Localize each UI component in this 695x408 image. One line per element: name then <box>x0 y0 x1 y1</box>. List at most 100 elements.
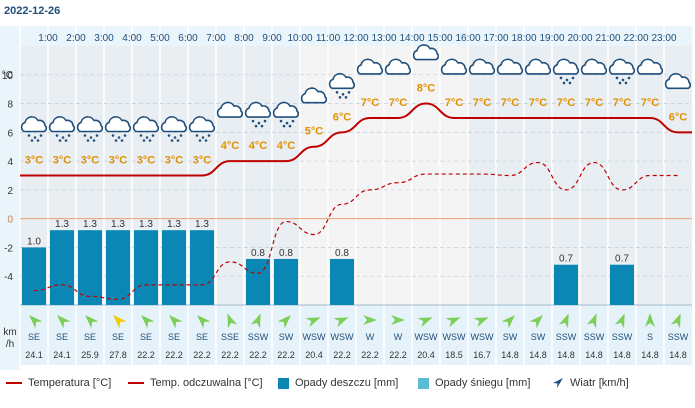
y-tick-label-zero: 0 <box>7 215 13 226</box>
rain-bar <box>106 230 130 305</box>
wind-arrow-icon <box>473 317 489 328</box>
snowflake-dot <box>195 134 199 137</box>
wind-column <box>496 305 524 365</box>
snowflake-dot <box>257 121 261 125</box>
cloud-snow-icon <box>188 116 216 142</box>
snowflake-dot <box>254 124 258 128</box>
wind-direction: SSW <box>248 332 269 342</box>
snowflake-dot <box>64 139 68 142</box>
wind-speed: 22.2 <box>333 350 351 360</box>
wind-direction: SSW <box>612 332 633 342</box>
wind-arrow-icon <box>333 317 349 328</box>
hour-label: 11:00 <box>316 33 341 44</box>
wind-speed: 22.2 <box>165 350 183 360</box>
hour-column <box>300 46 328 305</box>
temperature-label: 3°C <box>165 155 184 167</box>
cloud-snow-icon <box>244 101 272 128</box>
hour-column <box>356 46 384 305</box>
cloud-shape <box>300 87 328 104</box>
wind-speed: 14.8 <box>641 350 659 360</box>
snowflake-dot <box>198 139 202 142</box>
wind-unit-km: km <box>3 327 16 338</box>
rain-bar-label: 0.7 <box>559 254 573 265</box>
cloud-shape <box>552 58 580 75</box>
rain-bar <box>50 230 74 305</box>
wind-column <box>552 305 580 365</box>
wind-arrow-shape <box>363 315 377 325</box>
snowflake-dot <box>285 121 289 125</box>
wind-direction: SE <box>56 332 68 342</box>
wind-arrow-icon <box>250 313 261 329</box>
snowflake-dot <box>627 76 631 80</box>
wind-speed: 24.1 <box>25 350 43 360</box>
rain-bar <box>610 264 634 305</box>
wind-arrow-shape <box>169 315 183 329</box>
wind-arrow-shape <box>645 313 655 327</box>
snowflake-dot <box>55 134 59 137</box>
snowflake-dot <box>562 81 566 85</box>
rain-bar-label: 1.3 <box>83 219 97 230</box>
hour-label: 7:00 <box>206 33 226 44</box>
temperature-label: 7°C <box>473 97 492 109</box>
temperature-label: 8°C <box>417 83 436 95</box>
temperature-label: 3°C <box>193 155 212 167</box>
cloud-shape <box>76 116 104 133</box>
hour-label: 1:00 <box>38 33 58 44</box>
legend-wind: Wiatr [km/h] <box>552 377 629 389</box>
wind-column <box>76 305 104 365</box>
cloud-icon <box>356 58 384 75</box>
temperature-label: 3°C <box>109 155 128 167</box>
cloud-shape <box>580 58 608 75</box>
snowflake-dot <box>139 134 143 137</box>
y-tick-label: 2 <box>7 186 13 197</box>
cloud-icon <box>496 58 524 75</box>
wind-column <box>328 305 356 365</box>
wind-speed: 14.8 <box>501 350 519 360</box>
snowflake-dot <box>207 134 211 137</box>
snowflake-dot <box>86 139 90 142</box>
wind-direction: SE <box>28 332 40 342</box>
wind-arrow-shape <box>113 315 127 329</box>
wind-column <box>664 305 692 365</box>
wind-arrow-shape <box>586 313 597 329</box>
wind-direction: SE <box>84 332 96 342</box>
wind-arrow-icon <box>169 315 183 329</box>
temperature-label: 7°C <box>445 97 464 109</box>
wind-direction: SE <box>140 332 152 342</box>
wind-arrow-shape <box>558 313 569 329</box>
y-tick-label: 6 <box>7 128 13 139</box>
cloud-icon <box>468 58 496 75</box>
temperature-label: 7°C <box>389 97 408 109</box>
rain-bar <box>330 258 354 305</box>
cloud-shape <box>188 116 216 133</box>
cloud-icon <box>412 44 440 61</box>
legend-temperature-label: Temperatura [°C] <box>28 377 112 389</box>
snowflake-dot <box>559 76 563 80</box>
snowflake-dot <box>145 136 149 139</box>
hour-label: 8:00 <box>234 33 254 44</box>
wind-direction: SE <box>112 332 124 342</box>
wind-arrow-shape <box>277 315 291 329</box>
snowflake-dot <box>39 134 43 137</box>
wind-arrow-icon <box>277 315 291 329</box>
hour-label: 21:00 <box>595 33 620 44</box>
wind-speed: 22.2 <box>193 350 211 360</box>
wind-unit-h: /h <box>6 339 14 350</box>
hour-label: 17:00 <box>483 33 508 44</box>
wind-column <box>132 305 160 365</box>
temperature-label: 7°C <box>613 97 632 109</box>
cloud-snow-icon <box>48 116 76 142</box>
snowflake-dot <box>36 139 40 142</box>
wind-arrow-shape <box>250 313 261 329</box>
wind-arrow-shape <box>29 315 43 329</box>
hour-label: 19:00 <box>539 33 564 44</box>
hour-label: 15:00 <box>427 33 452 44</box>
wind-arrow-shape <box>197 315 211 329</box>
rain-bar-label: 0.8 <box>279 248 293 259</box>
temperature-label: 3°C <box>137 155 156 167</box>
legend-snow: Opady śniegu [mm] <box>418 377 530 389</box>
snowflake-dot <box>201 136 205 139</box>
snowflake-dot <box>204 139 208 142</box>
wind-direction: WSW <box>443 332 466 342</box>
snowflake-dot <box>167 134 171 137</box>
